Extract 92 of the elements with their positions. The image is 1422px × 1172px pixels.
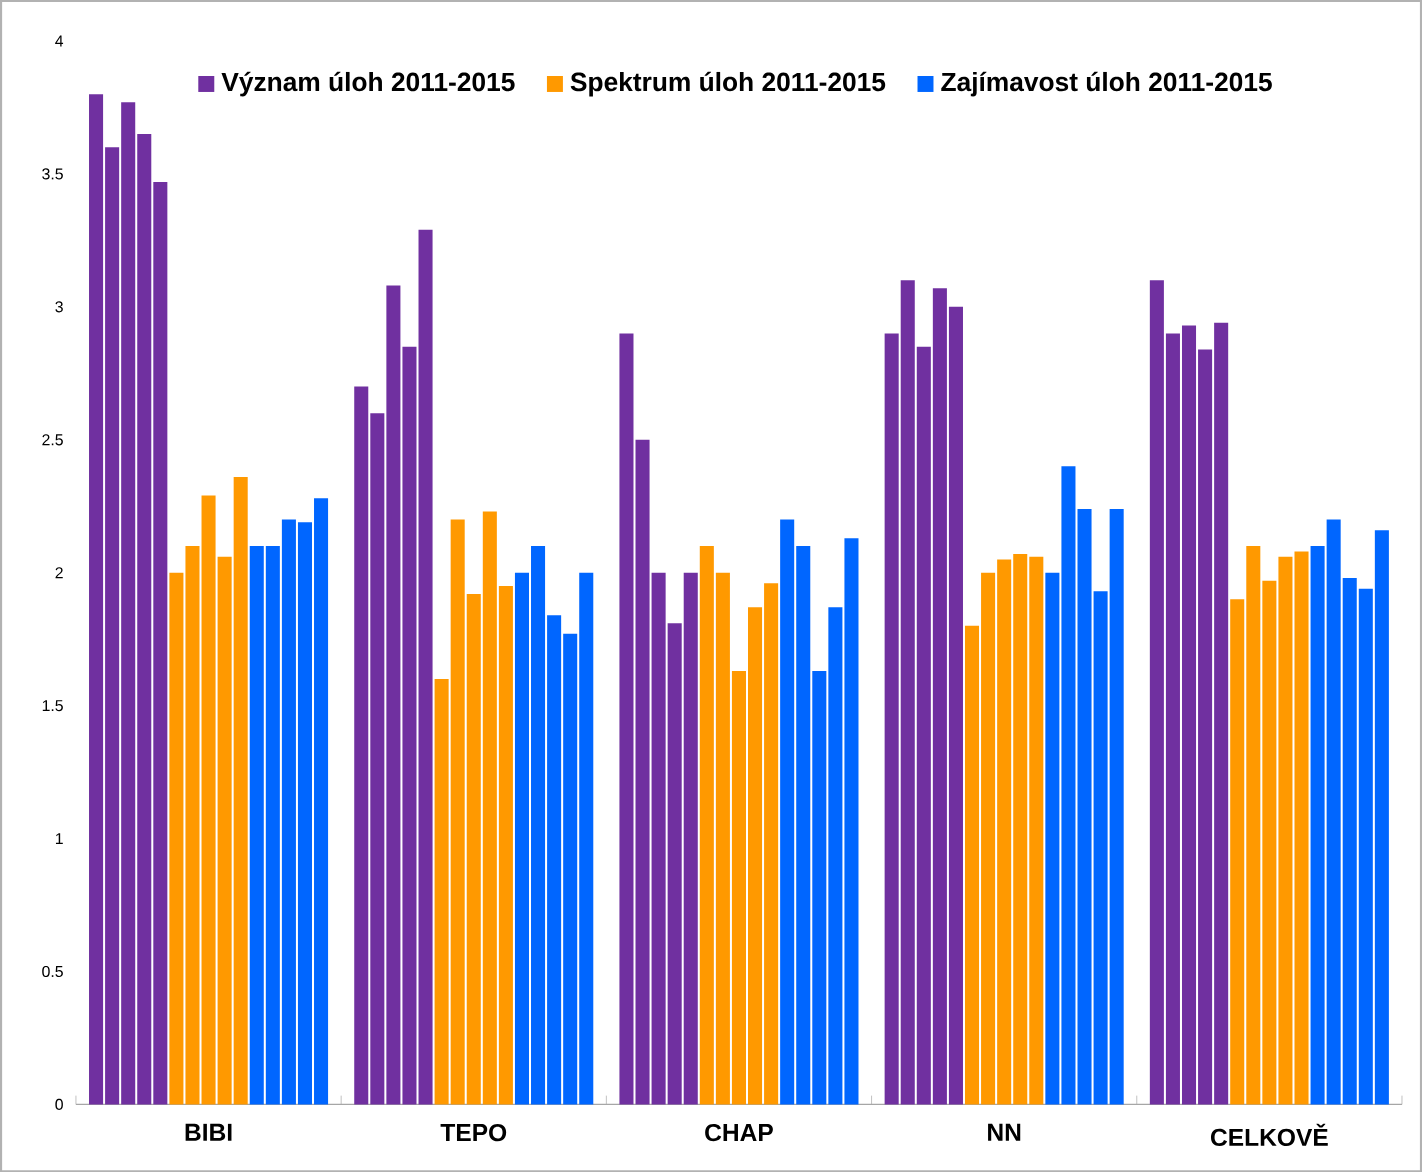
bar: [997, 559, 1012, 1105]
bar: [482, 511, 497, 1105]
bar: [450, 519, 465, 1105]
bar: [579, 572, 594, 1105]
bar: [844, 537, 859, 1105]
bar: [1109, 508, 1124, 1105]
bar: [1013, 553, 1028, 1105]
bar: [169, 572, 184, 1105]
y-tick-label: 0: [55, 1098, 63, 1110]
bar: [1310, 545, 1325, 1105]
bar: [354, 386, 369, 1105]
bar: [683, 572, 698, 1105]
bar: [1029, 556, 1044, 1105]
bar: [265, 545, 280, 1105]
x-tick-label: NN: [988, 1123, 1021, 1141]
bar: [900, 280, 915, 1105]
bar: [780, 519, 795, 1105]
y-tick-label: 0.5: [42, 965, 63, 977]
bar: [217, 556, 232, 1105]
y-tick-label: 1: [55, 832, 63, 844]
legend-label: Zajímavost úloh 2011-2015: [941, 71, 1272, 97]
bar: [1294, 551, 1309, 1105]
bar: [796, 545, 811, 1105]
bar: [667, 623, 682, 1105]
bar: [1077, 508, 1092, 1105]
bar: [715, 572, 730, 1105]
bar: [1214, 322, 1229, 1105]
y-tick-label: 3.5: [42, 168, 63, 180]
x-tick-label: CELKOVĚ: [1210, 1123, 1328, 1146]
bar: [1230, 599, 1245, 1105]
bar: [153, 181, 168, 1105]
bar: [748, 607, 763, 1105]
bar: [105, 147, 120, 1105]
bar: [137, 133, 152, 1105]
bar: [1278, 556, 1293, 1105]
bar: [233, 476, 248, 1105]
bar: [1326, 519, 1341, 1105]
bar: [812, 670, 827, 1105]
legend-label: Spektrum úloh 2011-2015: [570, 71, 886, 97]
bar: [1358, 588, 1373, 1105]
bar: [1165, 333, 1180, 1105]
bar: [932, 288, 947, 1105]
bar: [619, 333, 634, 1105]
bar: [201, 495, 216, 1105]
bar: [884, 333, 899, 1105]
bar: [498, 585, 513, 1105]
bar: [1149, 280, 1164, 1105]
bar: [547, 615, 562, 1105]
bar: [466, 593, 481, 1105]
bar: [964, 625, 980, 1105]
bar: [418, 229, 433, 1105]
bar: [249, 545, 264, 1105]
bar: [1093, 591, 1108, 1105]
x-tick-label: BIBI: [185, 1123, 232, 1141]
bar: [1262, 580, 1277, 1105]
bar: [563, 633, 578, 1105]
bar: [121, 101, 136, 1105]
bar: [386, 285, 401, 1105]
bar: [185, 545, 200, 1105]
bar: [297, 522, 312, 1105]
bar: [402, 346, 417, 1105]
bar: [514, 572, 529, 1105]
bar: [828, 607, 843, 1105]
bar: [1342, 577, 1357, 1105]
bar: [370, 413, 385, 1105]
bar: [731, 670, 746, 1105]
bar: [981, 572, 996, 1105]
bar: [699, 545, 714, 1105]
bar: [314, 498, 329, 1105]
bar: [89, 93, 104, 1105]
x-tick-label: TEPO: [440, 1123, 507, 1142]
y-tick-label: 3: [55, 301, 63, 313]
y-tick-label: 2: [55, 567, 63, 579]
bar: [1061, 466, 1076, 1105]
bar: [434, 678, 449, 1105]
y-tick-label: 4: [55, 35, 64, 47]
bar: [1198, 349, 1213, 1105]
bar: [635, 439, 650, 1105]
y-tick-label: 1.5: [42, 699, 63, 711]
bar: [1246, 545, 1261, 1105]
bar: [1045, 572, 1060, 1105]
bar: [651, 572, 666, 1105]
bar: [764, 583, 779, 1105]
bar: [916, 346, 931, 1105]
legend-label: Význam úloh 2011-2015: [221, 71, 515, 97]
y-tick-label: 2.5: [42, 434, 63, 446]
x-tick-label: CHAP: [705, 1123, 773, 1142]
bar: [281, 519, 296, 1105]
bar: [1374, 529, 1389, 1105]
bar: [531, 545, 546, 1105]
bar: [948, 306, 963, 1105]
bar: [1181, 325, 1197, 1105]
